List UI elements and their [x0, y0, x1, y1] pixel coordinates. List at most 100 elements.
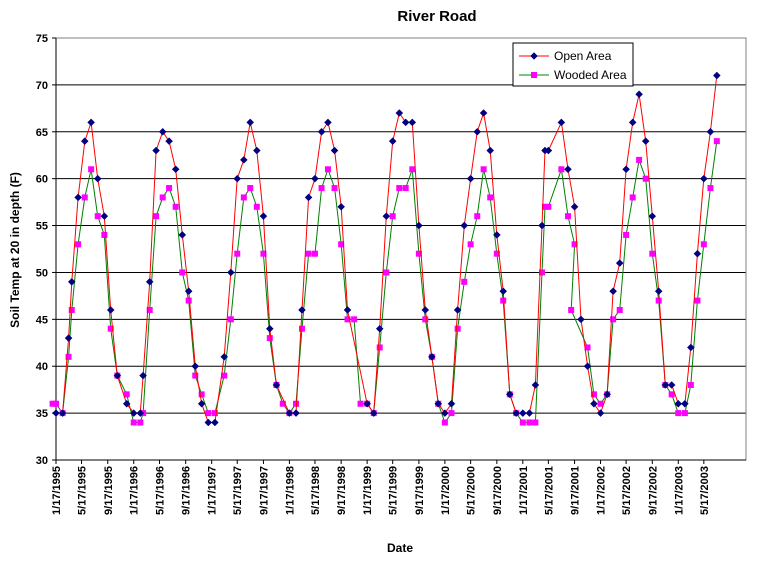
- data-point: [311, 250, 318, 257]
- data-point: [460, 221, 469, 230]
- legend-box: [512, 42, 634, 87]
- data-point: [266, 335, 273, 342]
- data-point: [616, 306, 623, 313]
- data-point: [408, 118, 417, 127]
- data-point: [518, 409, 527, 417]
- x-tick-label: 5/17/2003: [699, 466, 711, 515]
- x-tick-label: 1/17/1998: [284, 466, 296, 515]
- x-tick-label: 9/17/2002: [647, 466, 659, 515]
- data-point: [226, 268, 235, 277]
- data-point: [265, 324, 274, 333]
- data-point: [396, 185, 403, 192]
- data-point: [596, 409, 605, 417]
- data-point: [52, 409, 60, 417]
- x-tick-label: 9/17/1995: [103, 466, 115, 515]
- data-point: [146, 306, 153, 313]
- data-point: [94, 213, 101, 220]
- data-point: [447, 399, 456, 408]
- data-point: [461, 278, 468, 285]
- data-point: [80, 137, 89, 146]
- data-point: [597, 400, 604, 407]
- y-tick-label: 60: [36, 174, 48, 186]
- data-point: [139, 371, 147, 380]
- data-point: [681, 399, 689, 408]
- y-axis-title: Soil Temp at 20 in depth (F): [8, 172, 22, 328]
- data-point: [434, 399, 443, 408]
- data-point: [493, 250, 500, 257]
- data-point: [376, 344, 383, 351]
- data-point: [260, 250, 267, 257]
- data-point: [259, 212, 268, 221]
- data-point: [211, 418, 219, 427]
- data-point: [479, 109, 488, 117]
- data-point: [558, 166, 565, 173]
- data-point: [448, 410, 455, 417]
- data-point: [519, 419, 526, 426]
- data-point: [480, 166, 487, 173]
- data-point: [158, 127, 167, 136]
- y-tick-label: 70: [36, 80, 48, 92]
- x-tick-label: 1/17/2000: [440, 466, 452, 515]
- data-point: [564, 213, 571, 220]
- data-point: [570, 202, 579, 211]
- data-point: [648, 212, 657, 221]
- data-point: [107, 325, 114, 332]
- data-point: [93, 174, 102, 183]
- data-point: [130, 419, 137, 426]
- data-point: [590, 391, 597, 398]
- data-point: [584, 344, 591, 351]
- data-point: [152, 146, 160, 155]
- y-tick-label: 65: [36, 127, 48, 139]
- series-layer: [49, 71, 721, 427]
- x-tick-label: 9/17/1997: [258, 466, 270, 515]
- y-tick-label: 30: [36, 455, 48, 467]
- data-point: [686, 343, 695, 352]
- legend-label: Wooded Area: [554, 68, 627, 82]
- data-point: [541, 203, 548, 210]
- data-point: [474, 213, 481, 220]
- data-point: [712, 71, 721, 80]
- data-point: [629, 194, 636, 201]
- data-point: [568, 306, 575, 313]
- data-point: [525, 409, 534, 417]
- data-point: [159, 194, 166, 201]
- data-point: [129, 409, 138, 417]
- data-point: [655, 297, 662, 304]
- data-point: [531, 381, 540, 389]
- x-tick-label: 5/17/2002: [621, 466, 633, 515]
- data-point: [401, 118, 410, 127]
- data-point: [473, 127, 482, 136]
- data-point: [544, 146, 553, 155]
- data-point: [338, 241, 345, 248]
- data-point: [467, 241, 474, 248]
- data-point: [106, 306, 115, 314]
- data-point: [363, 399, 371, 408]
- data-point: [184, 287, 193, 296]
- data-point: [635, 90, 643, 99]
- y-tick-label: 40: [36, 361, 48, 373]
- data-point: [466, 174, 475, 183]
- data-point: [538, 221, 546, 230]
- data-point: [700, 241, 707, 248]
- data-point: [441, 419, 448, 426]
- data-point: [674, 399, 683, 408]
- data-point: [500, 297, 507, 304]
- data-point: [615, 259, 624, 267]
- data-point: [330, 146, 339, 155]
- x-tick-label: 9/17/1998: [336, 466, 348, 515]
- data-point: [694, 297, 701, 304]
- data-point: [64, 334, 73, 342]
- x-tick-label: 1/17/1995: [51, 466, 63, 515]
- data-point: [75, 241, 82, 248]
- data-point: [706, 127, 715, 136]
- data-point: [101, 231, 108, 238]
- x-tick-label: 9/17/2001: [570, 466, 582, 515]
- data-point: [693, 249, 702, 258]
- data-point: [153, 213, 160, 220]
- data-point: [252, 146, 261, 155]
- y-axis: 30 35 40 45 50 55 60 65 70 75: [36, 33, 57, 467]
- data-point: [383, 269, 390, 276]
- data-point: [298, 325, 305, 332]
- data-point: [220, 352, 229, 361]
